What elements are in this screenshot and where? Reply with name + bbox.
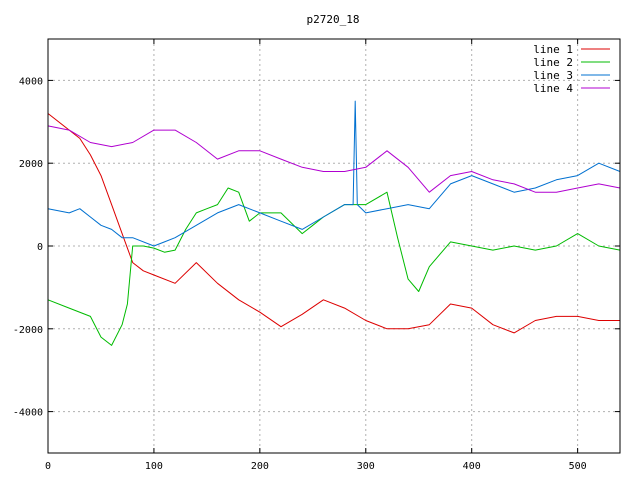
series-line-1	[47, 113, 620, 334]
x-tick-label: 500	[569, 461, 587, 472]
series-line-3	[47, 100, 621, 247]
chart-title: p2720_18	[307, 13, 360, 26]
y-tick-label: 4000	[19, 76, 43, 87]
legend-label: line 3	[533, 69, 573, 82]
y-tick-label: 0	[37, 242, 43, 253]
x-tick-label: 200	[251, 461, 269, 472]
series-line-4	[47, 125, 621, 193]
y-tick-label: -4000	[13, 408, 43, 419]
legend-label: line 2	[533, 56, 573, 69]
axis-ticks: 0 100 200 300 400 500 -4000 -2000 0 2000 4000	[13, 39, 620, 472]
legend-label: line 4	[533, 82, 573, 95]
legend-label: line 1	[533, 43, 573, 56]
y-tick-label: 2000	[19, 159, 43, 170]
x-tick-label: 400	[463, 461, 481, 472]
x-tick-label: 300	[357, 461, 375, 472]
x-tick-label: 0	[45, 461, 51, 472]
x-tick-label: 100	[145, 461, 163, 472]
y-tick-label: -2000	[13, 325, 43, 336]
plot-series	[47, 100, 621, 346]
series-line-2	[47, 187, 621, 346]
